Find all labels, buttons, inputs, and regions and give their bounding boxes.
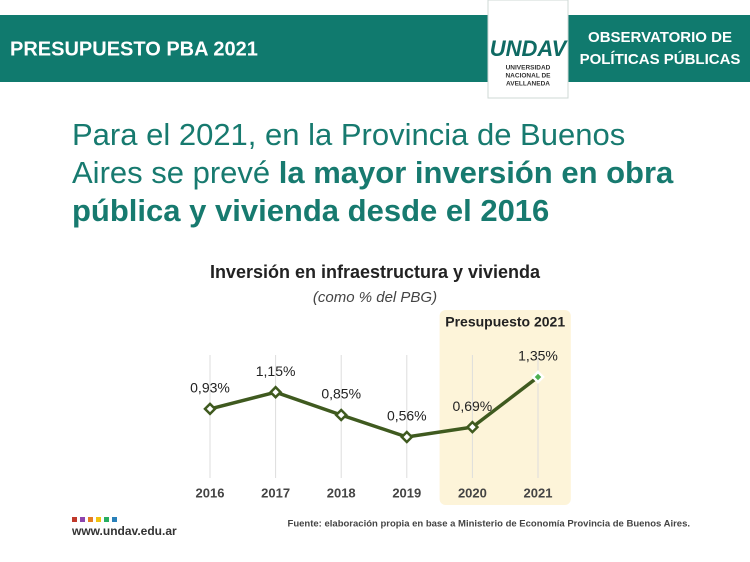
value-label: 0,69%: [453, 398, 493, 414]
point: [465, 420, 480, 434]
point: [203, 402, 217, 416]
chart-subtitle: (como % del PBG): [313, 289, 437, 306]
headline-text: Para el 2021, en la Provincia de Buenos …: [72, 117, 626, 190]
point: [531, 370, 545, 384]
footer-source: Fuente: elaboración propia en base a Min…: [288, 519, 690, 530]
x-tick-label: 2020: [458, 485, 487, 500]
x-tick-label: 2021: [524, 485, 553, 500]
x-tick-label: 2018: [327, 485, 356, 500]
value-label: 1,15%: [256, 363, 296, 379]
chart: Inversión en infraestructura y vivienda …: [190, 262, 571, 505]
logo-box: [487, 0, 569, 99]
header-right: POLÍTICAS PÚBLICAS: [580, 50, 741, 68]
value-label: 0,93%: [190, 380, 230, 396]
logo-line: NACIONAL DE: [505, 73, 551, 80]
value-label: 0,56%: [387, 408, 427, 424]
value-label: 0,85%: [321, 386, 361, 402]
footer-url: www.undav.edu.ar: [71, 524, 177, 538]
footer-dots: [72, 517, 117, 522]
header-right: OBSERVATORIO DE: [588, 29, 732, 46]
logo-line: UNIVERSIDAD: [506, 65, 551, 72]
x-tick-label: 2017: [261, 485, 290, 500]
point: [268, 385, 283, 399]
highlight-label: Presupuesto 2021: [445, 314, 565, 330]
x-tick-label: 2016: [196, 485, 225, 500]
header-bar: [0, 15, 750, 82]
header-title: PRESUPUESTO PBA 2021: [10, 38, 258, 60]
point: [400, 430, 414, 444]
line: [209, 375, 540, 439]
value-label: 1,35%: [518, 348, 558, 364]
point: [334, 408, 348, 422]
headline-bold: la mayor inversión en obra pública y viv…: [72, 155, 674, 228]
logo-line: AVELLANEDA: [506, 81, 550, 88]
headline: Para el 2021, en la Provincia de Buenos …: [72, 116, 692, 230]
logo-name: UNDAV: [490, 36, 569, 61]
x-tick-label: 2019: [392, 485, 421, 500]
chart-title: Inversión en infraestructura y vivienda: [210, 262, 541, 282]
